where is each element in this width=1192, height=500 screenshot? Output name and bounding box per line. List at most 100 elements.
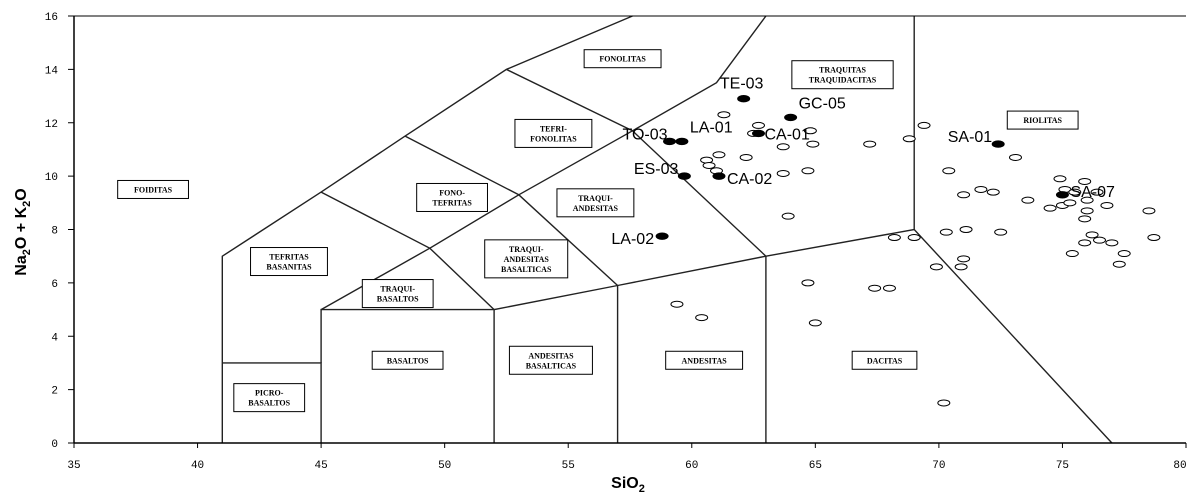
field-label: TEFRITAS bbox=[269, 253, 309, 262]
field-label-box bbox=[791, 60, 894, 90]
open-point bbox=[1147, 234, 1161, 242]
open-point bbox=[1068, 188, 1082, 196]
field-label: TRAQUI- bbox=[509, 245, 544, 254]
open-point bbox=[868, 284, 882, 292]
open-point bbox=[1078, 215, 1092, 223]
open-point bbox=[1080, 207, 1094, 215]
field-label-box bbox=[514, 118, 593, 148]
open-point bbox=[776, 143, 790, 151]
field-label: BASALTOS bbox=[248, 399, 290, 408]
open-point bbox=[670, 300, 684, 308]
x-tick-label: 50 bbox=[438, 460, 451, 472]
field-label-box bbox=[361, 279, 434, 309]
field-label-box bbox=[416, 182, 488, 212]
field-label-box bbox=[508, 345, 593, 375]
field-label-box bbox=[117, 179, 189, 199]
open-point bbox=[751, 121, 765, 129]
open-point bbox=[717, 111, 731, 119]
open-point bbox=[929, 263, 943, 271]
filled-markers bbox=[655, 95, 1069, 240]
sample-label: LA-02 bbox=[611, 231, 654, 248]
field-label-box bbox=[851, 350, 918, 370]
sample-label: CA-01 bbox=[764, 126, 809, 143]
field-label: BASALTOS bbox=[377, 295, 419, 304]
x-tick-label: 75 bbox=[1056, 460, 1069, 472]
field-label: BASALTICAS bbox=[501, 265, 552, 274]
y-tick-label: 10 bbox=[45, 172, 58, 184]
field-boundary bbox=[404, 135, 520, 196]
field-label: BASALTOS bbox=[387, 356, 429, 365]
open-point bbox=[1117, 250, 1131, 258]
y-axis-title: Na2O + K2O bbox=[13, 188, 33, 275]
field-label-box bbox=[556, 188, 635, 218]
open-point bbox=[1080, 196, 1094, 204]
open-point bbox=[1142, 207, 1156, 215]
open-point bbox=[808, 319, 822, 327]
y-tick-label: 2 bbox=[51, 386, 58, 398]
open-point bbox=[1008, 153, 1022, 161]
open-point bbox=[781, 212, 795, 220]
axes: 35 40 45 50 55 60 65 70 75 80 0 2 4 6 8 10 12 14 16 bbox=[45, 12, 1187, 472]
open-point bbox=[974, 185, 988, 193]
filled-point bbox=[1055, 191, 1069, 199]
y-tick-label: 8 bbox=[51, 226, 58, 238]
sample-label: GC-05 bbox=[799, 95, 846, 112]
y-tick-label: 6 bbox=[51, 279, 58, 291]
open-point bbox=[702, 161, 716, 169]
open-point bbox=[937, 399, 951, 407]
open-point bbox=[942, 167, 956, 175]
open-point bbox=[712, 151, 726, 159]
x-axis-title: SiO2 bbox=[611, 475, 645, 495]
field-label: FONOLITAS bbox=[530, 134, 577, 143]
open-point bbox=[957, 191, 971, 199]
open-point bbox=[1105, 239, 1119, 247]
open-point bbox=[1078, 177, 1092, 185]
field-label-box bbox=[583, 49, 662, 69]
field-boundaries bbox=[221, 15, 1113, 444]
open-point bbox=[1053, 175, 1067, 183]
field-label-box bbox=[250, 247, 328, 277]
sample-label: SA-07 bbox=[1070, 184, 1115, 201]
x-tick-label: 35 bbox=[67, 460, 80, 472]
x-tick-label: 55 bbox=[562, 460, 575, 472]
filled-point bbox=[737, 95, 751, 103]
y-tick-label: 16 bbox=[45, 12, 58, 24]
open-point bbox=[803, 127, 817, 135]
open-point bbox=[939, 228, 953, 236]
open-point bbox=[863, 140, 877, 148]
y-tick-label: 4 bbox=[51, 332, 58, 344]
x-tick-label: 45 bbox=[315, 460, 328, 472]
open-point bbox=[1065, 250, 1079, 258]
field-label: TEFRI- bbox=[540, 124, 567, 133]
open-point bbox=[959, 226, 973, 233]
field-label-box bbox=[371, 350, 444, 370]
sample-label: SA-01 bbox=[948, 129, 993, 146]
field-label: FONO- bbox=[439, 188, 465, 197]
field-boundary bbox=[320, 308, 495, 443]
open-point bbox=[1085, 231, 1099, 239]
sample-labels: TE-03 GC-05 TO-03 LA-01 CA-01 SA-01 ES-03 CA-02… bbox=[611, 76, 1115, 248]
field-boundary bbox=[320, 15, 767, 250]
filled-point bbox=[677, 172, 691, 180]
field-label: BASANITAS bbox=[266, 263, 312, 272]
x-tick-label: 60 bbox=[685, 460, 698, 472]
filled-point bbox=[751, 129, 765, 138]
y-tick-label: 14 bbox=[45, 65, 59, 77]
sample-label: CA-02 bbox=[727, 171, 772, 188]
field-label-box bbox=[484, 239, 569, 279]
field-label: ANDESITAS bbox=[682, 356, 728, 365]
open-point bbox=[986, 188, 1000, 196]
open-point bbox=[1043, 204, 1057, 212]
field-label: BASALTICAS bbox=[526, 361, 577, 370]
open-point bbox=[1100, 201, 1114, 209]
filled-point bbox=[675, 137, 689, 146]
y-tick-label: 12 bbox=[45, 119, 58, 131]
field-label: TEFRITAS bbox=[432, 198, 472, 207]
sample-label: TO-03 bbox=[622, 126, 667, 143]
sample-label: TE-03 bbox=[720, 76, 764, 93]
open-point bbox=[917, 121, 931, 129]
open-markers bbox=[670, 111, 1161, 407]
open-point bbox=[801, 167, 815, 175]
